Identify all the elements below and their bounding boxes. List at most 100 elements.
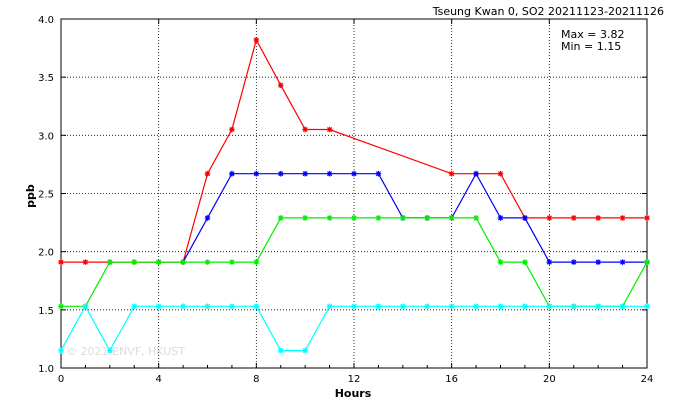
y-tick-label: 3.0 (38, 131, 54, 142)
data-point-marker (497, 259, 504, 265)
x-tick-label: 8 (253, 374, 259, 385)
y-tick-label: 1.0 (38, 364, 54, 375)
grid-lines (61, 19, 647, 368)
data-point-marker (619, 303, 626, 310)
data-point-marker (180, 303, 186, 310)
data-point-marker (595, 259, 601, 265)
data-point-marker (595, 215, 601, 221)
data-point-marker (497, 303, 504, 310)
data-point-marker (204, 303, 211, 310)
data-point-marker (619, 259, 626, 265)
data-point-marker (351, 303, 357, 310)
data-point-marker (277, 215, 284, 221)
data-point-marker (204, 215, 211, 221)
data-point-marker (180, 259, 186, 265)
data-point-marker (155, 259, 162, 265)
data-point-marker (448, 303, 455, 310)
data-point-marker (497, 215, 504, 221)
axis-ticks: 0 4 8 12 16 20 24 1.0 1.5 2.0 2.5 3.0 3.5 4.0 (38, 15, 653, 385)
data-point-marker (522, 303, 528, 310)
y-tick-label: 2.5 (38, 190, 54, 201)
data-point-marker (424, 215, 431, 221)
data-point-marker (473, 303, 479, 310)
data-point-marker (302, 126, 308, 133)
data-point-marker (302, 170, 308, 177)
stat-max-label: Max = 3.82 (561, 28, 624, 41)
data-point-marker (131, 303, 138, 310)
series-layer (58, 37, 650, 354)
data-point-marker (570, 259, 577, 265)
data-point-marker (107, 347, 113, 354)
data-point-marker (326, 303, 333, 310)
data-point-marker (375, 170, 382, 177)
data-point-marker (58, 259, 64, 265)
data-point-marker (522, 259, 528, 265)
data-point-marker (522, 215, 528, 221)
data-point-marker (302, 347, 308, 354)
data-point-marker (619, 215, 626, 221)
data-point-marker (229, 126, 235, 133)
data-point-marker (58, 303, 64, 310)
data-point-marker (546, 259, 553, 265)
chart-title: Tseung Kwan 0, SO2 20211123-20211126 (432, 5, 664, 18)
watermark: © 2021 ENVF, HKUST (66, 345, 185, 358)
x-axis-label: Hours (335, 387, 372, 400)
x-tick-label: 20 (543, 374, 556, 385)
data-point-marker (424, 303, 431, 310)
data-point-marker (351, 215, 357, 221)
data-point-marker (375, 303, 382, 310)
data-point-marker (570, 303, 577, 310)
data-point-marker (644, 303, 650, 310)
data-point-marker (400, 215, 406, 221)
data-point-marker (229, 303, 235, 310)
data-point-marker (473, 215, 479, 221)
y-axis-label: ppb (24, 184, 37, 208)
data-point-marker (302, 215, 308, 221)
stat-min-label: Min = 1.15 (561, 40, 621, 53)
data-point-marker (644, 259, 650, 265)
data-point-marker (326, 170, 333, 177)
x-tick-label: 0 (58, 374, 64, 385)
data-point-marker (82, 303, 89, 310)
data-point-marker (253, 259, 260, 265)
series-4 (58, 303, 650, 354)
data-point-marker (107, 259, 113, 265)
data-point-marker (497, 170, 504, 177)
data-point-marker (253, 303, 260, 310)
x-tick-label: 24 (641, 374, 654, 385)
x-tick-label: 4 (155, 374, 161, 385)
data-point-marker (473, 170, 479, 177)
data-point-marker (277, 170, 284, 177)
data-point-marker (570, 215, 577, 221)
data-point-marker (448, 170, 455, 177)
data-point-marker (229, 170, 235, 177)
x-tick-label: 12 (348, 374, 361, 385)
data-point-marker (326, 126, 333, 133)
y-tick-label: 2.0 (38, 248, 54, 259)
data-point-marker (595, 303, 601, 310)
data-point-marker (253, 170, 260, 177)
data-point-marker (326, 215, 333, 221)
data-point-marker (155, 303, 162, 310)
data-point-marker (400, 303, 406, 310)
data-point-marker (546, 303, 553, 310)
data-point-marker (644, 215, 650, 221)
y-tick-label: 1.5 (38, 306, 54, 317)
data-point-marker (58, 347, 64, 354)
data-point-marker (277, 82, 284, 89)
x-tick-label: 16 (445, 374, 458, 385)
data-point-marker (204, 259, 211, 265)
data-point-marker (82, 259, 89, 265)
data-point-marker (546, 215, 553, 221)
data-point-marker (253, 37, 260, 43)
y-tick-label: 3.5 (38, 73, 54, 84)
data-point-marker (448, 215, 455, 221)
data-point-marker (351, 170, 357, 177)
data-point-marker (375, 215, 382, 221)
y-tick-label: 4.0 (38, 15, 54, 26)
data-point-marker (131, 259, 138, 265)
data-point-marker (204, 170, 211, 177)
data-point-marker (277, 347, 284, 354)
data-point-marker (229, 259, 235, 265)
